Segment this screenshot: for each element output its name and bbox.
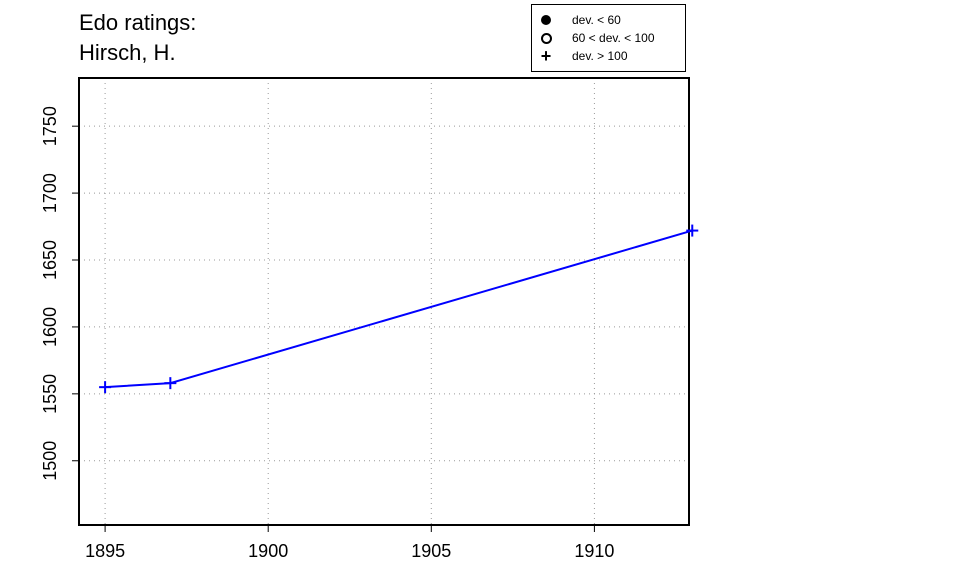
y-tick-label: 1500 [40,441,60,481]
y-tick-label: 1650 [40,240,60,280]
y-tick-label: 1550 [40,374,60,414]
legend-entry-filled: dev. < 60 [532,11,685,29]
chart-title-line-1: Edo ratings: [79,10,197,35]
chart-title-line-2: Hirsch, H. [79,40,176,65]
plot-frame [78,77,690,526]
x-tick-label: 1895 [85,541,125,561]
data-point [164,377,177,390]
x-tick-label: 1900 [248,541,288,561]
series-line [105,229,693,389]
legend-label: dev. > 100 [572,49,628,63]
legend-label: 60 < dev. < 100 [572,31,655,45]
data-point [99,381,112,394]
y-tick-label: 1750 [40,106,60,146]
y-tick-label: 1600 [40,307,60,347]
plus-icon: + [540,46,552,66]
legend: dev. < 60 60 < dev. < 100 + dev. > 100 [531,4,686,72]
data-point [686,224,699,237]
legend-entry-plus: + dev. > 100 [532,47,685,65]
y-tick-label: 1700 [40,173,60,213]
x-tick-label: 1910 [574,541,614,561]
legend-entry-open: 60 < dev. < 100 [532,29,685,47]
x-tick-label: 1905 [411,541,451,561]
filled-circle-icon [538,11,554,29]
legend-label: dev. < 60 [572,13,621,27]
open-circle-icon [538,29,554,47]
